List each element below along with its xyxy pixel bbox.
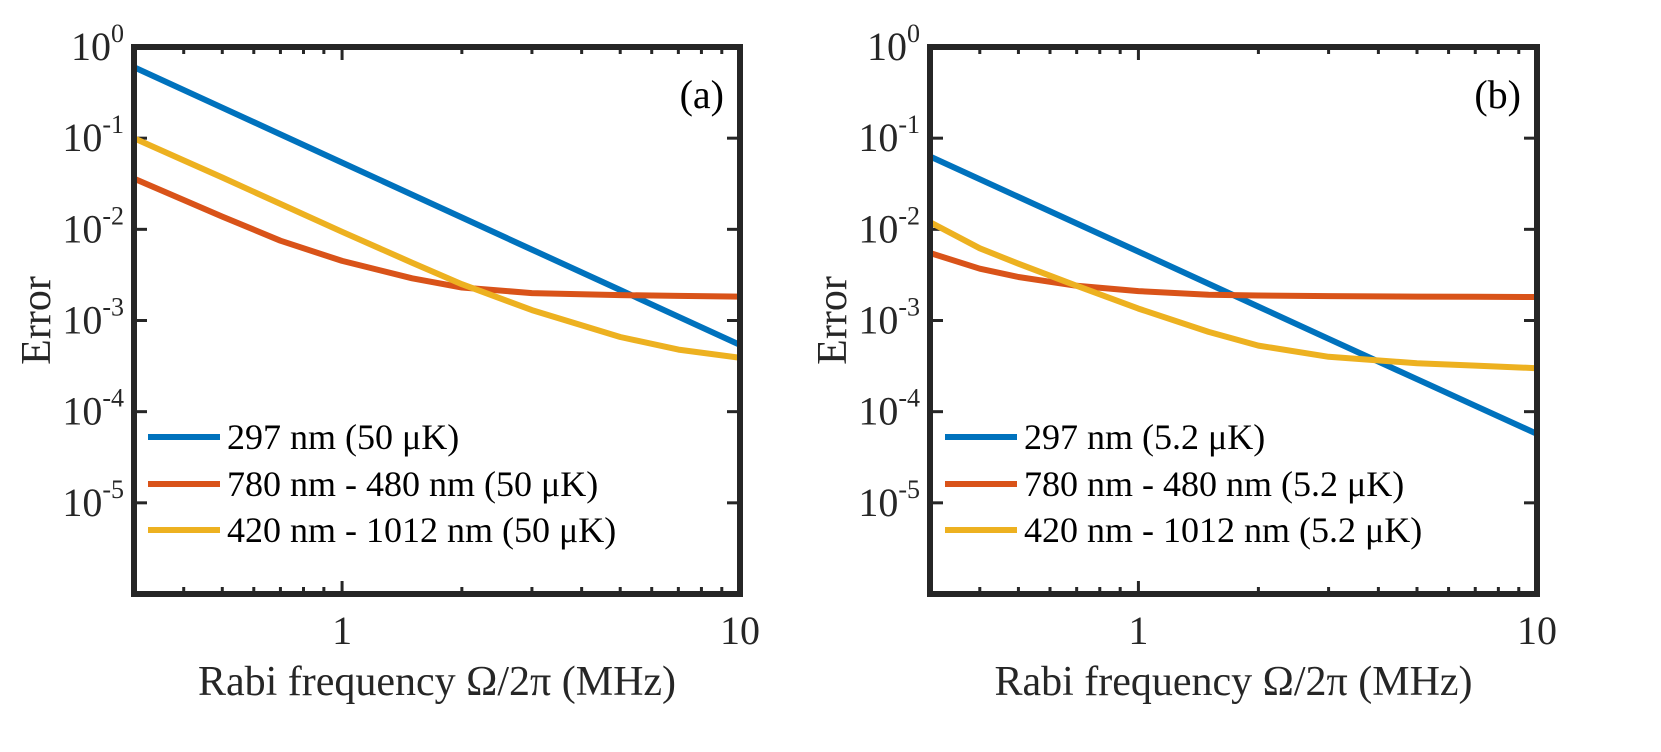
panel-label: (a) [680, 72, 724, 117]
chart-panel-b: 1 10 100 10-1 10-2 10-3 10-4 10-5 (b) 297 nm (5.2… [810, 19, 1557, 705]
y-tick-label: 10-2 [858, 201, 920, 251]
chart-panel-a: 1 10 100 10-1 10-2 10-3 10-4 10-5 (a) 297 nm (50 … [14, 19, 760, 705]
x-tick-label: 1 [1128, 608, 1148, 653]
y-tick-label: 10-5 [62, 475, 124, 525]
series-line-2 [930, 250, 1537, 300]
legend-label: 780 nm - 480 nm (50 μK) [227, 464, 598, 504]
series-line-3 [930, 219, 1537, 372]
y-tick-label: 100 [867, 19, 920, 69]
plot-area-frame [131, 44, 743, 597]
panel-label: (b) [1474, 72, 1521, 117]
legend-label: 420 nm - 1012 nm (5.2 μK) [1024, 510, 1422, 550]
y-axis-label: Error [810, 276, 856, 365]
series-line-3 [134, 135, 740, 361]
x-tick-label: 10 [1517, 608, 1557, 653]
y-tick-label: 10-4 [858, 384, 920, 434]
legend-label: 297 nm (5.2 μK) [1024, 417, 1265, 457]
y-tick-label: 10-1 [858, 110, 920, 160]
x-axis-label: Rabi frequency Ω/2π (MHz) [198, 659, 676, 705]
y-tick-label: 10-5 [858, 475, 920, 525]
plot-area-frame [927, 44, 1540, 597]
y-tick-label: 10-2 [62, 201, 124, 251]
legend-label: 297 nm (50 μK) [227, 417, 459, 457]
y-tick-label: 10-4 [62, 384, 124, 434]
series-line-1 [930, 153, 1537, 437]
y-tick-label: 100 [71, 19, 124, 69]
legend-label: 420 nm - 1012 nm (50 μK) [227, 510, 616, 550]
y-axis-label: Error [14, 276, 60, 365]
x-axis-label: Rabi frequency Ω/2π (MHz) [994, 659, 1472, 705]
x-tick-label: 10 [720, 608, 760, 653]
legend-label: 780 nm - 480 nm (5.2 μK) [1024, 464, 1404, 504]
series-line-2 [134, 175, 740, 300]
x-tick-label: 1 [332, 608, 352, 653]
y-tick-label: 10-3 [62, 293, 124, 343]
y-tick-label: 10-3 [858, 293, 920, 343]
y-tick-label: 10-1 [62, 110, 124, 160]
series-line-1 [134, 64, 740, 348]
